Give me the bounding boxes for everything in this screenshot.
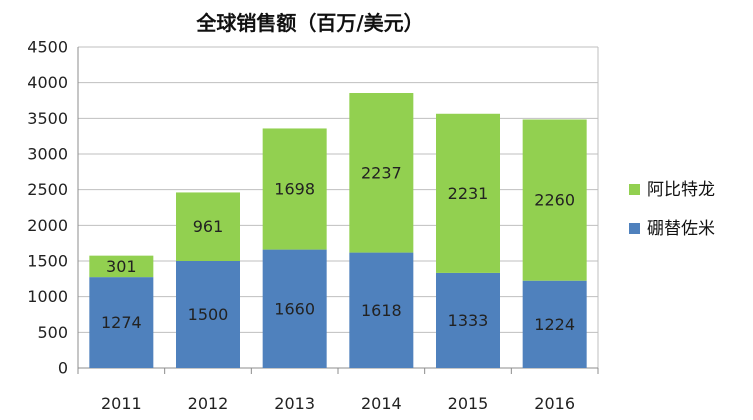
- data-label: 1274: [101, 313, 142, 332]
- bar-segment: [522, 280, 587, 368]
- legend-label: 阿比特龙: [647, 180, 715, 200]
- y-tick-label: 3500: [27, 109, 68, 128]
- bar-segment: [349, 93, 414, 253]
- legend-swatch: [629, 223, 640, 234]
- data-label: 1660: [274, 299, 315, 318]
- y-tick-label: 1000: [27, 287, 68, 306]
- data-label: 1333: [448, 311, 489, 330]
- x-tick-label: 2012: [188, 394, 229, 413]
- bar-segment: [89, 277, 154, 368]
- bar-segment: [176, 261, 240, 368]
- y-tick-label: 2000: [27, 216, 68, 235]
- x-tick-label: 2014: [361, 394, 402, 413]
- chart-title: 全球销售额（百万/美元）: [195, 11, 423, 35]
- bar-segment: [262, 249, 327, 368]
- y-tick-label: 1500: [27, 252, 68, 271]
- bar-segment: [89, 255, 154, 278]
- data-label: 1224: [534, 315, 575, 334]
- axes: 0 500 1000 1500 2000 2500 3000 3500 4000 4500 2011…: [27, 38, 599, 413]
- x-tick-label: 2016: [534, 394, 575, 413]
- x-tick-label: 2015: [448, 394, 489, 413]
- bars: [89, 93, 587, 368]
- bar-segment: [176, 192, 240, 261]
- data-label: 2260: [534, 191, 575, 210]
- data-label: 2237: [361, 163, 402, 182]
- data-label: 301: [106, 257, 137, 276]
- bar-segment: [436, 272, 500, 368]
- bar-segment: [262, 128, 327, 250]
- y-tick-label: 500: [37, 323, 68, 342]
- data-labels: 1274 301 1500 961 1660 1698 1618 2237 1333 2231 12…: [101, 163, 575, 334]
- legend-label: 硼替佐米: [647, 219, 715, 239]
- data-label: 2231: [448, 184, 489, 203]
- y-tick-label: 4500: [27, 38, 68, 57]
- data-label: 1698: [274, 180, 315, 199]
- legend-swatch: [629, 184, 640, 195]
- y-tick-label: 3000: [27, 145, 68, 164]
- bar-segment: [522, 119, 587, 281]
- bar-segment: [436, 113, 500, 273]
- data-label: 961: [193, 217, 224, 236]
- data-label: 1500: [188, 305, 229, 324]
- y-tick-label: 0: [58, 359, 68, 378]
- bar-segment: [349, 252, 414, 368]
- x-tick-label: 2013: [274, 394, 315, 413]
- x-tick-label: 2011: [101, 394, 142, 413]
- y-tick-label: 2500: [27, 180, 68, 199]
- y-tick-label: 4000: [27, 73, 68, 92]
- data-label: 1618: [361, 301, 402, 320]
- gridlines: [78, 46, 598, 369]
